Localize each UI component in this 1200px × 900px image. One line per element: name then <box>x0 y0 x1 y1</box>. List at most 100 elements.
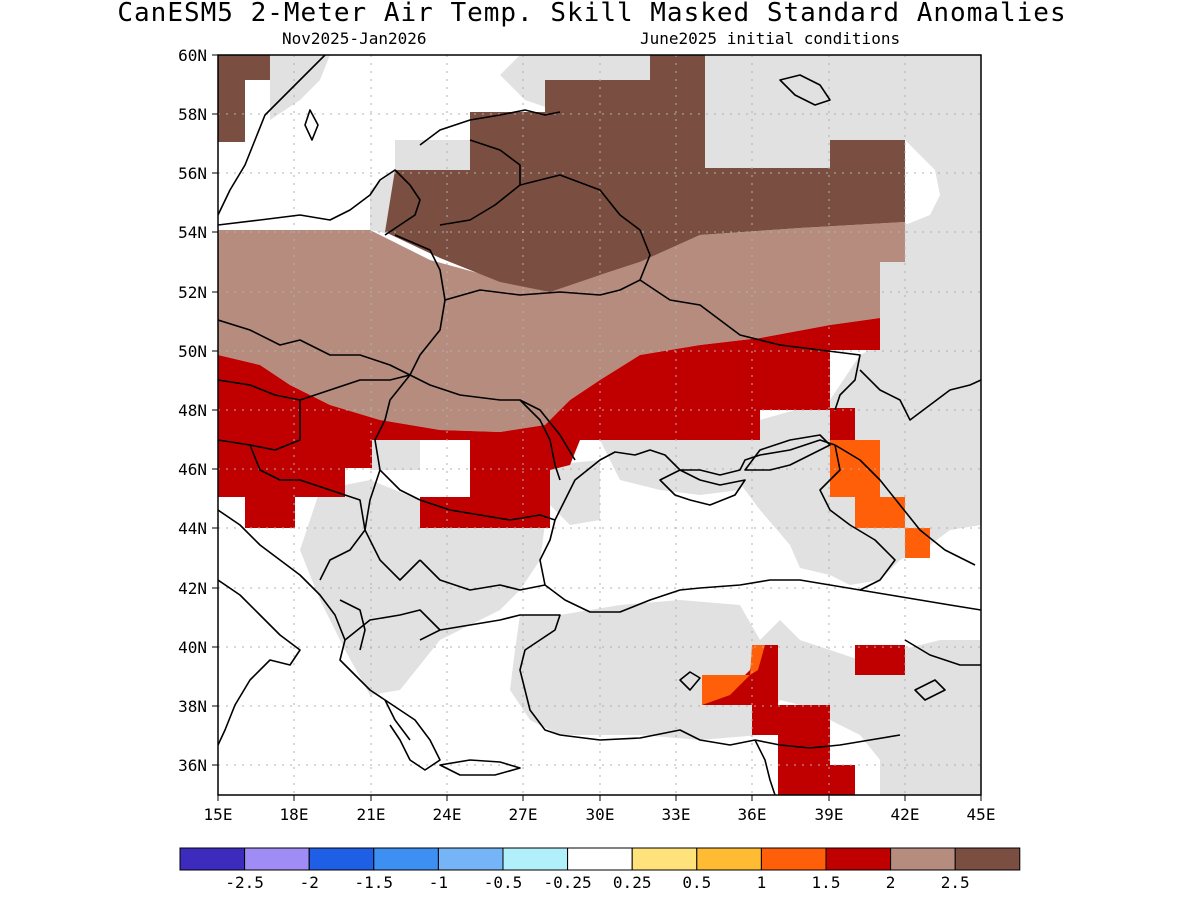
border-danube <box>419 499 556 521</box>
lat-label: 40N <box>178 638 207 657</box>
crimea-coast <box>659 469 746 506</box>
anomaly-1p5-to-2-central <box>218 318 880 528</box>
grey-region-moldova <box>550 460 600 525</box>
legend-label: -1 <box>429 873 448 892</box>
anomaly-above-2p5-north <box>218 55 270 142</box>
legend-swatch <box>308 847 375 871</box>
legend-label: -0.5 <box>484 873 523 892</box>
legend-swatch <box>696 847 762 871</box>
map-title: CanESM5 2-Meter Air Temp. Skill Masked S… <box>117 0 1067 28</box>
border-turkey-georgia <box>859 589 981 611</box>
lon-label: 36E <box>738 805 767 824</box>
border-bulgaria-south <box>419 559 546 591</box>
aegean-north-coast <box>419 614 561 736</box>
lon-label: 42E <box>891 805 920 824</box>
gulf-of-finland-coast <box>419 109 561 146</box>
gotland-coast <box>304 109 319 141</box>
legend-swatch <box>760 847 827 871</box>
border-romania-hungary <box>374 374 421 501</box>
lat-label: 42N <box>178 579 207 598</box>
forecast-period-label: Nov2025-Jan2026 <box>282 29 427 48</box>
turkey-south-coast <box>559 729 756 746</box>
legend-swatch <box>567 847 633 871</box>
legend-swatch <box>502 847 569 871</box>
border-turkey-syria <box>754 734 901 749</box>
lat-label: 50N <box>178 342 207 361</box>
legend-label: 0.25 <box>613 873 652 892</box>
legend-swatch <box>890 847 956 871</box>
border-greece-north <box>344 609 441 641</box>
initial-conditions-label: June2025 initial conditions <box>640 29 901 48</box>
border-belarus-ukraine <box>444 279 641 301</box>
lat-label: 52N <box>178 283 207 302</box>
map-area <box>218 55 981 795</box>
legend-label: 2 <box>886 873 896 892</box>
border-czech-slovakia <box>218 319 411 376</box>
lake-onega-coast <box>779 74 831 106</box>
legend-swatch <box>244 847 310 871</box>
lat-label: 60N <box>178 46 207 65</box>
lon-label: 27E <box>509 805 538 824</box>
lat-label: 58N <box>178 105 207 124</box>
caspian-coast <box>859 369 981 421</box>
border-ukraine-russia <box>639 279 861 411</box>
legend-label: 1 <box>757 873 767 892</box>
crete-coast <box>439 759 521 776</box>
legend-swatch <box>373 847 439 871</box>
anomaly-1p5-to-2-east-turkey <box>855 645 905 675</box>
lon-label: 21E <box>357 805 386 824</box>
border-hungary-north <box>299 374 411 401</box>
anomaly-1p5-to-2-caucasus <box>830 408 855 440</box>
legend-swatch <box>825 847 892 871</box>
legend-swatch <box>954 847 1021 871</box>
italy-east-coast <box>218 579 301 746</box>
legend-label: -2.5 <box>225 873 264 892</box>
grey-region-sweden <box>270 55 330 120</box>
lon-label: 24E <box>433 805 462 824</box>
border-albania-macedonia <box>339 599 366 651</box>
axis-ticks <box>212 54 982 801</box>
lon-label: 33E <box>662 805 691 824</box>
legend-swatch <box>437 847 504 871</box>
border-bosnia-croatia <box>299 479 366 581</box>
legend-label: 2.5 <box>941 873 970 892</box>
lat-label: 48N <box>178 401 207 420</box>
border-slovenia <box>249 444 300 481</box>
legend-label: -0.25 <box>544 873 592 892</box>
border-baltics <box>439 139 521 226</box>
lat-label: 38N <box>178 697 207 716</box>
cyprus-coast <box>679 671 701 691</box>
border-belarus-russia <box>519 174 651 281</box>
lat-label: 44N <box>178 519 207 538</box>
lat-label: 56N <box>178 164 207 183</box>
legend-color-bar <box>179 847 1021 871</box>
lon-label: 45E <box>967 805 996 824</box>
adriatic-east-coast <box>218 509 411 741</box>
lon-label: 39E <box>815 805 844 824</box>
latitude-labels: 60N 58N 56N 54N 52N 50N 48N 46N 44N 42N … <box>178 46 207 775</box>
legend-label: -1.5 <box>355 873 394 892</box>
border-serbia <box>364 469 421 581</box>
legend-swatch <box>631 847 698 871</box>
grey-region-crimea <box>600 430 760 495</box>
legend-label: -2 <box>300 873 319 892</box>
border-austria <box>218 379 301 451</box>
legend-label: 1.5 <box>812 873 841 892</box>
lon-label: 15E <box>204 805 233 824</box>
border-caucasus <box>834 444 976 566</box>
levant-coast <box>754 739 776 795</box>
border-turkey-east <box>904 639 981 666</box>
gridlines <box>218 55 981 795</box>
peloponnese-coast <box>384 699 441 771</box>
legend-swatch <box>179 847 246 871</box>
grey-region-romania-north <box>372 440 420 470</box>
baltic-coast <box>218 169 421 236</box>
anomaly-1-to-1p5-turkey-ridge <box>750 645 765 675</box>
lat-label: 46N <box>178 460 207 479</box>
lon-label: 30E <box>586 805 615 824</box>
lon-label: 18E <box>280 805 309 824</box>
border-moldova <box>519 399 561 481</box>
lat-label: 36N <box>178 756 207 775</box>
lake-van-coast <box>914 679 946 701</box>
